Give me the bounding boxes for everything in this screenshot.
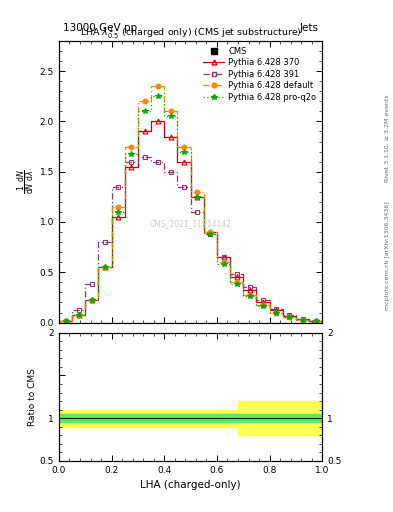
Legend: CMS, Pythia 6.428 370, Pythia 6.428 391, Pythia 6.428 default, Pythia 6.428 pro-: CMS, Pythia 6.428 370, Pythia 6.428 391,… — [200, 44, 320, 105]
Title: LHA $\lambda^{1}_{0.5}$ (charged only) (CMS jet substructure): LHA $\lambda^{1}_{0.5}$ (charged only) (… — [80, 26, 301, 41]
Text: mcplots.cern.ch [arXiv:1306.3436]: mcplots.cern.ch [arXiv:1306.3436] — [385, 202, 389, 310]
Text: Rivet 3.1.10, ≥ 3.2M events: Rivet 3.1.10, ≥ 3.2M events — [385, 94, 389, 182]
Text: Jets: Jets — [299, 23, 318, 33]
Text: 13000 GeV pp: 13000 GeV pp — [63, 23, 137, 33]
Y-axis label: Ratio to CMS: Ratio to CMS — [28, 368, 37, 426]
Text: CMS_2021_11954142: CMS_2021_11954142 — [150, 220, 231, 228]
X-axis label: LHA (charged-only): LHA (charged-only) — [140, 480, 241, 490]
Y-axis label: $\frac{1}{\mathrm{d}N}\frac{\mathrm{d}N}{\mathrm{d}\lambda}$: $\frac{1}{\mathrm{d}N}\frac{\mathrm{d}N}… — [15, 169, 37, 194]
